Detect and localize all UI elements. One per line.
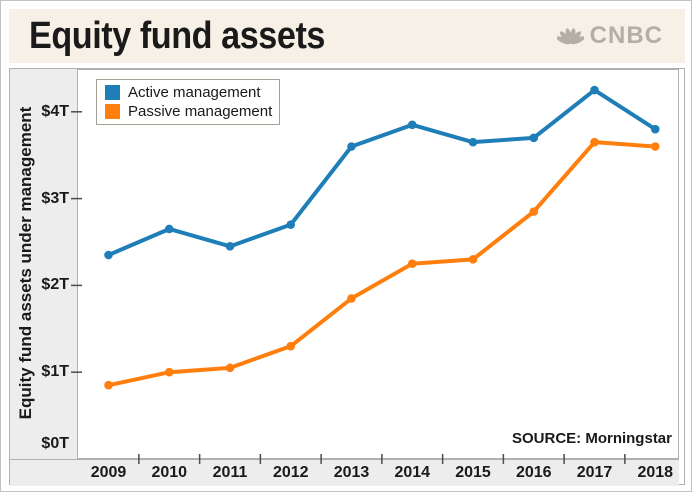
y-tick-label: $3T xyxy=(41,189,69,207)
x-tick-label: 2015 xyxy=(455,464,491,481)
x-tick-label: 2009 xyxy=(90,464,127,481)
source-note: SOURCE: Morningstar xyxy=(511,430,672,447)
y-tick-label: $1T xyxy=(41,363,69,381)
x-tick-label: 2013 xyxy=(333,464,370,481)
legend-label: Passive management xyxy=(128,102,273,120)
brand-logo: CNBC xyxy=(556,22,663,50)
x-tick-label: 2011 xyxy=(212,464,248,481)
y-axis-strip xyxy=(10,69,77,486)
plot-area xyxy=(77,69,679,459)
x-tick-label: 2014 xyxy=(394,464,431,481)
legend-swatch xyxy=(105,103,120,119)
chart-region: Equity fund assets under management Acti… xyxy=(9,68,685,486)
legend-item-passive: Passive management xyxy=(105,102,279,120)
legend-item-active: Active management xyxy=(105,84,279,102)
x-tick-label: 2012 xyxy=(272,464,309,481)
x-tick-label: 2016 xyxy=(515,464,552,481)
y-axis-title: Equity fund assets under management xyxy=(16,106,35,420)
y-tick-label: $4T xyxy=(41,102,69,120)
y-tick-label: $2T xyxy=(41,276,69,294)
x-tick-label: 2017 xyxy=(576,464,613,481)
legend-label: Active management xyxy=(128,84,261,102)
legend: Active management Passive management xyxy=(96,79,280,125)
x-axis-strip xyxy=(10,459,679,486)
nbc-peacock-icon xyxy=(556,28,584,45)
x-tick-label: 2018 xyxy=(637,464,674,481)
header: Equity fund assets CNBC xyxy=(9,9,685,63)
page-title: Equity fund assets xyxy=(29,14,325,57)
y-tick-label: $0T xyxy=(41,435,69,452)
legend-swatch xyxy=(105,85,120,101)
brand-wordmark: CNBC xyxy=(589,22,663,49)
x-tick-label: 2010 xyxy=(151,464,188,481)
